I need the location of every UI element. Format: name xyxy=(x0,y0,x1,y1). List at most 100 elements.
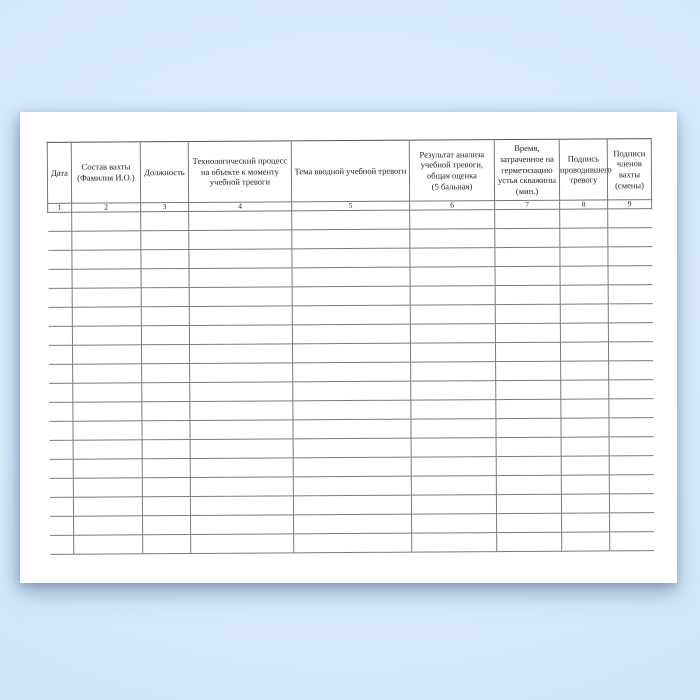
empty-cell xyxy=(608,322,653,342)
empty-cell xyxy=(48,345,73,365)
empty-cell xyxy=(292,343,411,363)
empty-cell xyxy=(496,532,562,552)
empty-cell xyxy=(291,248,411,268)
empty-cell xyxy=(410,380,496,401)
empty-cell xyxy=(49,497,74,517)
empty-cell xyxy=(72,287,142,308)
empty-cell xyxy=(561,493,610,514)
empty-cell xyxy=(48,326,73,346)
empty-cell xyxy=(607,208,652,228)
empty-cell xyxy=(293,438,412,458)
empty-cell xyxy=(142,534,191,554)
column-header-sealing-time: Время, затраченное на герметизацию устья… xyxy=(494,139,560,201)
column-number: 1 xyxy=(47,203,72,213)
empty-cell xyxy=(141,268,190,288)
empty-cell xyxy=(188,248,293,269)
column-header-position: Должность xyxy=(140,141,189,203)
header-row: Дата Состав вахты (Фамилия И.О.) Должнос… xyxy=(47,138,652,204)
empty-cell xyxy=(189,324,293,345)
empty-cell xyxy=(189,305,293,326)
empty-cell xyxy=(495,342,561,362)
empty-cell xyxy=(608,284,653,304)
empty-cell xyxy=(292,362,411,382)
empty-cell xyxy=(561,531,610,552)
empty-cell xyxy=(71,249,142,270)
empty-cell xyxy=(189,419,294,440)
empty-cell xyxy=(494,228,560,248)
empty-cell xyxy=(293,457,412,477)
empty-cell xyxy=(73,496,143,517)
empty-cell xyxy=(49,440,74,460)
empty-cell xyxy=(73,458,143,479)
empty-cell xyxy=(73,477,143,498)
column-number: 3 xyxy=(140,202,189,212)
empty-cell xyxy=(292,324,411,344)
empty-cell xyxy=(48,402,73,422)
empty-cell xyxy=(560,322,609,343)
empty-cell xyxy=(292,381,411,401)
empty-cell xyxy=(292,419,412,439)
empty-cell xyxy=(49,535,74,555)
empty-cell xyxy=(496,437,562,457)
table-body xyxy=(47,208,654,555)
empty-cell xyxy=(608,303,653,323)
empty-cell xyxy=(608,379,653,399)
column-header-crew: Состав вахты (Фамилия И.О.) xyxy=(71,141,141,204)
empty-cell xyxy=(411,494,497,515)
empty-cell xyxy=(559,246,609,267)
empty-cell xyxy=(495,361,561,381)
empty-cell xyxy=(560,398,609,419)
empty-cell xyxy=(49,459,74,479)
empty-cell xyxy=(142,515,191,535)
empty-cell xyxy=(410,399,496,420)
empty-cell xyxy=(608,398,653,418)
empty-cell xyxy=(410,285,496,306)
empty-cell xyxy=(495,418,562,438)
empty-cell xyxy=(609,493,654,513)
training-alarm-log-table: Дата Состав вахты (Фамилия И.О.) Должнос… xyxy=(47,138,655,555)
empty-cell xyxy=(609,455,654,475)
empty-cell xyxy=(48,364,73,384)
empty-cell xyxy=(607,227,652,247)
empty-cell xyxy=(48,421,74,441)
empty-cell xyxy=(609,512,654,532)
empty-cell xyxy=(293,476,412,496)
empty-cell xyxy=(607,246,653,266)
column-header-conductor-sign: Подпись проводившего тревогу xyxy=(559,138,612,201)
empty-cell xyxy=(47,231,72,251)
column-number: 9 xyxy=(607,199,652,209)
empty-cell xyxy=(560,417,610,438)
empty-cell xyxy=(141,363,190,383)
empty-cell xyxy=(72,420,143,441)
empty-cell xyxy=(140,249,190,269)
empty-cell xyxy=(141,401,190,421)
empty-cell xyxy=(72,382,142,403)
empty-cell xyxy=(495,399,561,419)
empty-cell xyxy=(141,344,190,364)
column-number: 2 xyxy=(71,202,141,213)
empty-cell xyxy=(559,227,608,248)
empty-cell xyxy=(561,436,610,457)
empty-cell xyxy=(189,267,293,288)
empty-cell xyxy=(410,418,497,439)
empty-cell xyxy=(49,478,74,498)
empty-cell xyxy=(292,267,411,287)
empty-cell xyxy=(71,211,141,232)
column-header-drill-topic: Тема вводной учебной тревоги xyxy=(291,140,410,202)
empty-cell xyxy=(72,344,142,365)
empty-cell xyxy=(560,360,609,381)
empty-cell xyxy=(72,306,142,327)
empty-cell xyxy=(190,514,294,535)
empty-cell xyxy=(609,474,654,494)
empty-cell xyxy=(142,477,191,497)
empty-cell xyxy=(142,496,191,516)
empty-cell xyxy=(48,288,73,308)
empty-cell xyxy=(189,286,293,307)
column-header-date: Дата xyxy=(47,142,72,204)
empty-cell xyxy=(72,325,142,346)
paper-sheet: Дата Состав вахты (Фамилия И.О.) Должнос… xyxy=(20,112,677,583)
empty-cell xyxy=(141,287,190,307)
empty-cell xyxy=(409,228,495,249)
empty-cell xyxy=(142,439,191,459)
